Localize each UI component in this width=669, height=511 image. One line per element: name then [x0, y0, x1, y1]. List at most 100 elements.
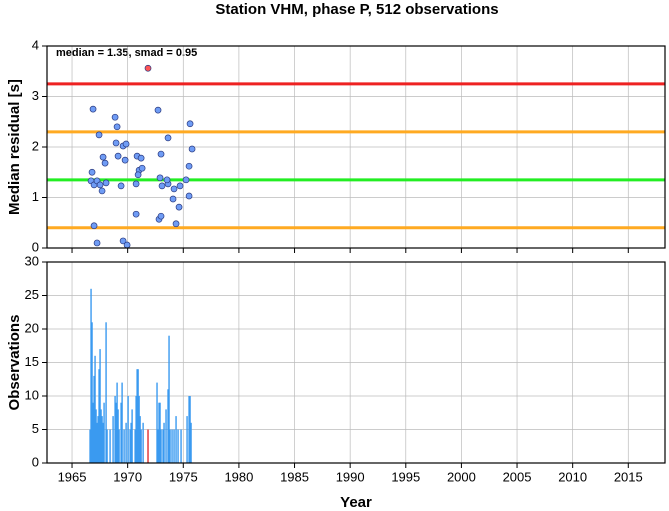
- bar: [100, 409, 102, 463]
- bar: [188, 396, 190, 463]
- x-tick-label: 1980: [224, 469, 253, 484]
- bar: [160, 429, 162, 463]
- y-tick-label: 20: [25, 320, 39, 335]
- point: [123, 241, 131, 249]
- point: [113, 123, 121, 131]
- bar: [135, 396, 137, 463]
- bar: [91, 322, 93, 463]
- y-tick-label: 2: [32, 138, 39, 153]
- bar: [123, 429, 125, 463]
- point: [175, 203, 183, 211]
- point: [188, 145, 196, 153]
- bar: [131, 409, 133, 463]
- x-tick-label: 1965: [58, 469, 87, 484]
- bar: [162, 429, 164, 463]
- bar: [177, 429, 179, 463]
- bar: [167, 389, 169, 463]
- bar: [159, 402, 161, 463]
- bar: [129, 429, 131, 463]
- point: [89, 105, 97, 113]
- bar: [99, 349, 101, 463]
- point: [164, 134, 172, 142]
- bar: [165, 409, 167, 463]
- bar: [189, 396, 191, 463]
- bar: [175, 416, 177, 463]
- bar: [121, 382, 123, 463]
- point: [121, 156, 129, 164]
- annotation: median = 1.35, smad = 0.95: [56, 47, 197, 59]
- x-tick-label: 1970: [113, 469, 142, 484]
- y-tick-label: 15: [25, 354, 39, 369]
- point: [114, 152, 122, 160]
- bar: [169, 429, 171, 463]
- bar: [163, 422, 165, 463]
- bar: [97, 416, 99, 463]
- bar: [112, 416, 114, 463]
- x-tick-label: 1990: [336, 469, 365, 484]
- point: [157, 212, 165, 220]
- point: [137, 154, 145, 162]
- point: [134, 171, 142, 179]
- bar: [156, 382, 158, 463]
- bar: [127, 396, 129, 463]
- x-tick-label: 1985: [280, 469, 309, 484]
- bar: [157, 429, 159, 463]
- point: [132, 210, 140, 218]
- point: [90, 222, 98, 230]
- point: [117, 182, 125, 190]
- bar: [116, 382, 118, 463]
- bar: [90, 288, 92, 463]
- frame: [46, 45, 666, 249]
- bar: [117, 409, 119, 463]
- bar: [96, 422, 98, 463]
- point: [95, 131, 103, 139]
- point: [172, 220, 180, 228]
- point: [111, 113, 119, 121]
- point: [158, 182, 166, 190]
- bar: [180, 429, 182, 463]
- bar: [147, 429, 149, 463]
- point: [112, 139, 120, 147]
- bar: [173, 429, 175, 463]
- bar: [102, 422, 104, 463]
- bar: [95, 409, 97, 463]
- x-axis-label: Year: [340, 494, 372, 511]
- bar: [89, 429, 91, 463]
- point: [96, 181, 104, 189]
- bar: [134, 429, 136, 463]
- y-tick-label: 5: [32, 421, 39, 436]
- point: [176, 182, 184, 190]
- y-tick-label: 0: [32, 239, 39, 254]
- bar: [115, 402, 117, 463]
- bar: [93, 375, 95, 463]
- point: [186, 120, 194, 128]
- bar: [120, 402, 122, 463]
- bar: [114, 396, 116, 463]
- bar: [94, 355, 96, 463]
- bar: [106, 429, 108, 463]
- bar: [190, 422, 192, 463]
- point: [99, 153, 107, 161]
- y-tick-label: 10: [25, 387, 39, 402]
- bar: [142, 422, 144, 463]
- point: [132, 180, 140, 188]
- bar: [138, 396, 140, 463]
- x-tick-label: 2010: [558, 469, 587, 484]
- bar: [137, 369, 139, 463]
- bar: [171, 429, 173, 463]
- x-tick-label: 1995: [391, 469, 420, 484]
- point: [154, 106, 162, 114]
- bar: [130, 422, 132, 463]
- bar: [168, 335, 170, 463]
- point: [156, 174, 164, 182]
- y-tick-label: 4: [32, 37, 39, 52]
- point: [93, 239, 101, 247]
- frame: [46, 261, 666, 464]
- point: [98, 187, 106, 195]
- y-tick-label: 0: [32, 454, 39, 469]
- point: [144, 64, 152, 72]
- point: [119, 237, 127, 245]
- bar: [101, 416, 103, 463]
- bar: [103, 402, 105, 463]
